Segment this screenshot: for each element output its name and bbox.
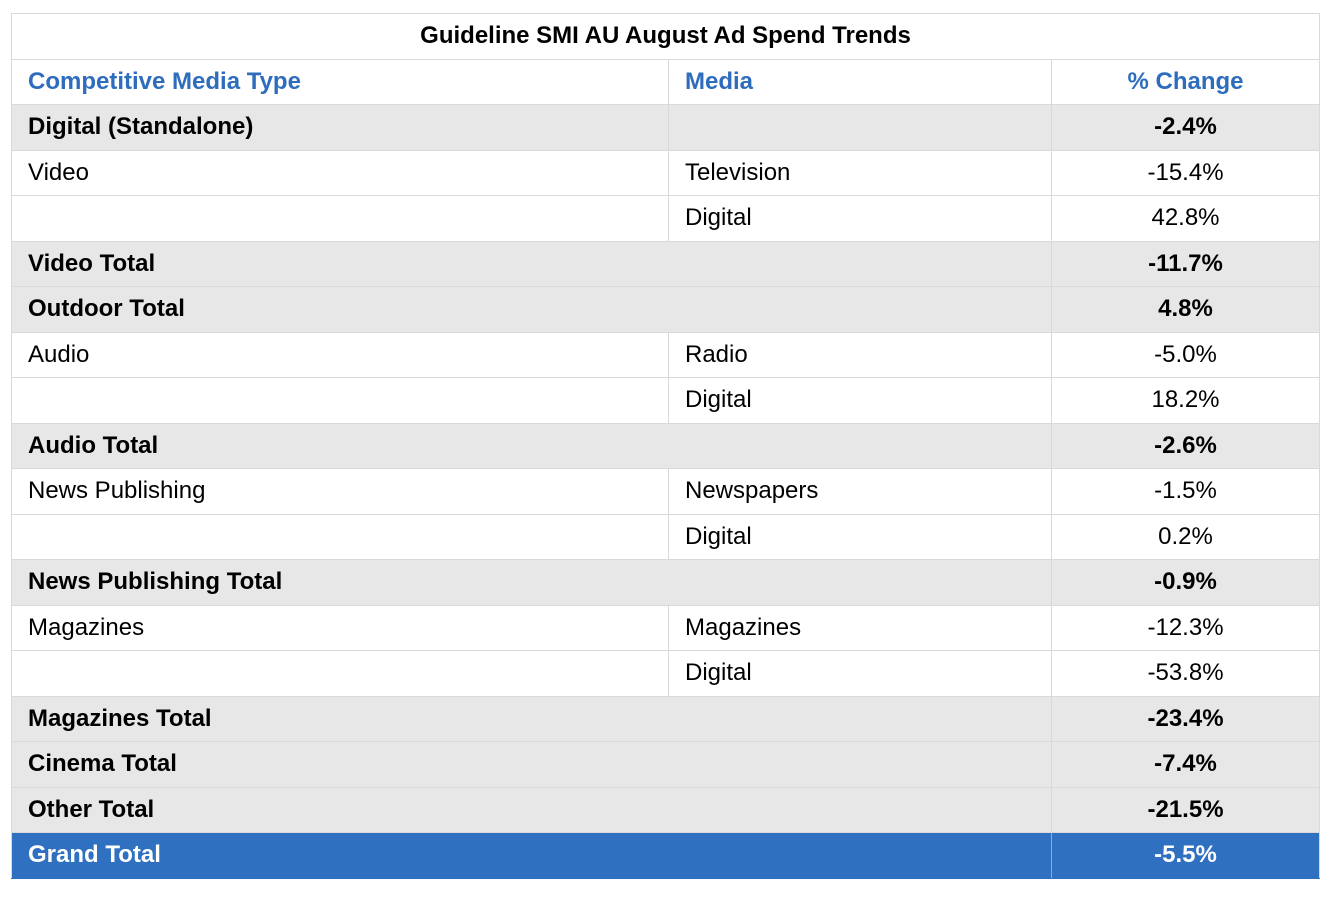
cell-media-type: Outdoor Total [11, 286, 1052, 333]
cell-media-type [11, 650, 669, 697]
cell-media-type: Magazines [11, 605, 669, 651]
cell-media-type: Digital (Standalone) [11, 104, 669, 151]
ad-spend-table-container: Guideline SMI AU August Ad Spend Trends … [10, 13, 1321, 879]
cell-media-type [11, 514, 669, 560]
cell-media: Digital [668, 195, 1052, 242]
cell-change: 4.8% [1050, 286, 1321, 333]
cell-media-type: Other Total [11, 787, 1052, 833]
cell-media: Digital [668, 377, 1052, 424]
cell-change: -23.4% [1050, 696, 1321, 742]
cell-media: Television [668, 150, 1052, 196]
total-row: Video Total -11.7% [11, 241, 1321, 287]
cell-change: -12.3% [1050, 605, 1321, 651]
total-row: Magazines Total -23.4% [11, 696, 1321, 742]
cell-change: -11.7% [1050, 241, 1321, 287]
cell-change: -5.0% [1050, 332, 1321, 378]
total-row: Outdoor Total 4.8% [11, 286, 1321, 333]
cell-change: -0.9% [1050, 559, 1321, 606]
cell-media-type [11, 195, 669, 242]
cell-media-type: Magazines Total [11, 696, 1052, 742]
cell-media-type: Video [11, 150, 669, 196]
cell-change: 0.2% [1050, 514, 1321, 560]
cell-media: Radio [668, 332, 1052, 378]
table-title: Guideline SMI AU August Ad Spend Trends [10, 13, 1321, 60]
cell-change: -2.6% [1050, 423, 1321, 469]
cell-change: -15.4% [1050, 150, 1321, 196]
grand-total-change: -5.5% [1050, 832, 1321, 879]
table-row: Magazines Magazines -12.3% [11, 605, 1321, 651]
cell-change: -2.4% [1050, 104, 1321, 151]
table-title-row: Guideline SMI AU August Ad Spend Trends [10, 13, 1321, 60]
total-row: Audio Total -2.6% [11, 423, 1321, 469]
cell-media-type: News Publishing [11, 468, 669, 515]
total-row: Other Total -21.5% [11, 787, 1321, 833]
cell-media [668, 104, 1052, 151]
ad-spend-table: Guideline SMI AU August Ad Spend Trends … [10, 13, 1321, 879]
table-row: News Publishing Newspapers -1.5% [11, 468, 1321, 515]
table-row: Digital -53.8% [11, 650, 1321, 697]
cell-change: 18.2% [1050, 377, 1321, 424]
table-row: Video Television -15.4% [11, 150, 1321, 196]
grand-total-row: Grand Total -5.5% [11, 832, 1321, 879]
column-header-media-type: Competitive Media Type [11, 59, 669, 105]
cell-change: -21.5% [1050, 787, 1321, 833]
cell-change: -53.8% [1050, 650, 1321, 697]
cell-media-type [11, 377, 669, 424]
total-row: Digital (Standalone) -2.4% [11, 104, 1321, 151]
cell-media: Digital [668, 514, 1052, 560]
cell-media: Digital [668, 650, 1052, 697]
column-header-row: Competitive Media Type Media % Change [11, 59, 1321, 105]
total-row: Cinema Total -7.4% [11, 741, 1321, 788]
table-body: Digital (Standalone) -2.4% Video Television… [11, 104, 1321, 879]
cell-media-type: Video Total [11, 241, 1052, 287]
cell-media: Magazines [668, 605, 1052, 651]
cell-media: Newspapers [668, 468, 1052, 515]
table-row: Digital 42.8% [11, 195, 1321, 242]
column-header-media: Media [668, 59, 1052, 105]
cell-media-type: Audio [11, 332, 669, 378]
cell-change: -1.5% [1050, 468, 1321, 515]
cell-change: -7.4% [1050, 741, 1321, 788]
cell-media-type: Cinema Total [11, 741, 1052, 788]
column-header-change: % Change [1050, 59, 1321, 105]
cell-media-type: News Publishing Total [11, 559, 1052, 606]
table-row: Audio Radio -5.0% [11, 332, 1321, 378]
table-row: Digital 18.2% [11, 377, 1321, 424]
total-row: News Publishing Total -0.9% [11, 559, 1321, 606]
table-row: Digital 0.2% [11, 514, 1321, 560]
cell-change: 42.8% [1050, 195, 1321, 242]
cell-media-type: Grand Total [11, 832, 1052, 879]
cell-media-type: Audio Total [11, 423, 1052, 469]
